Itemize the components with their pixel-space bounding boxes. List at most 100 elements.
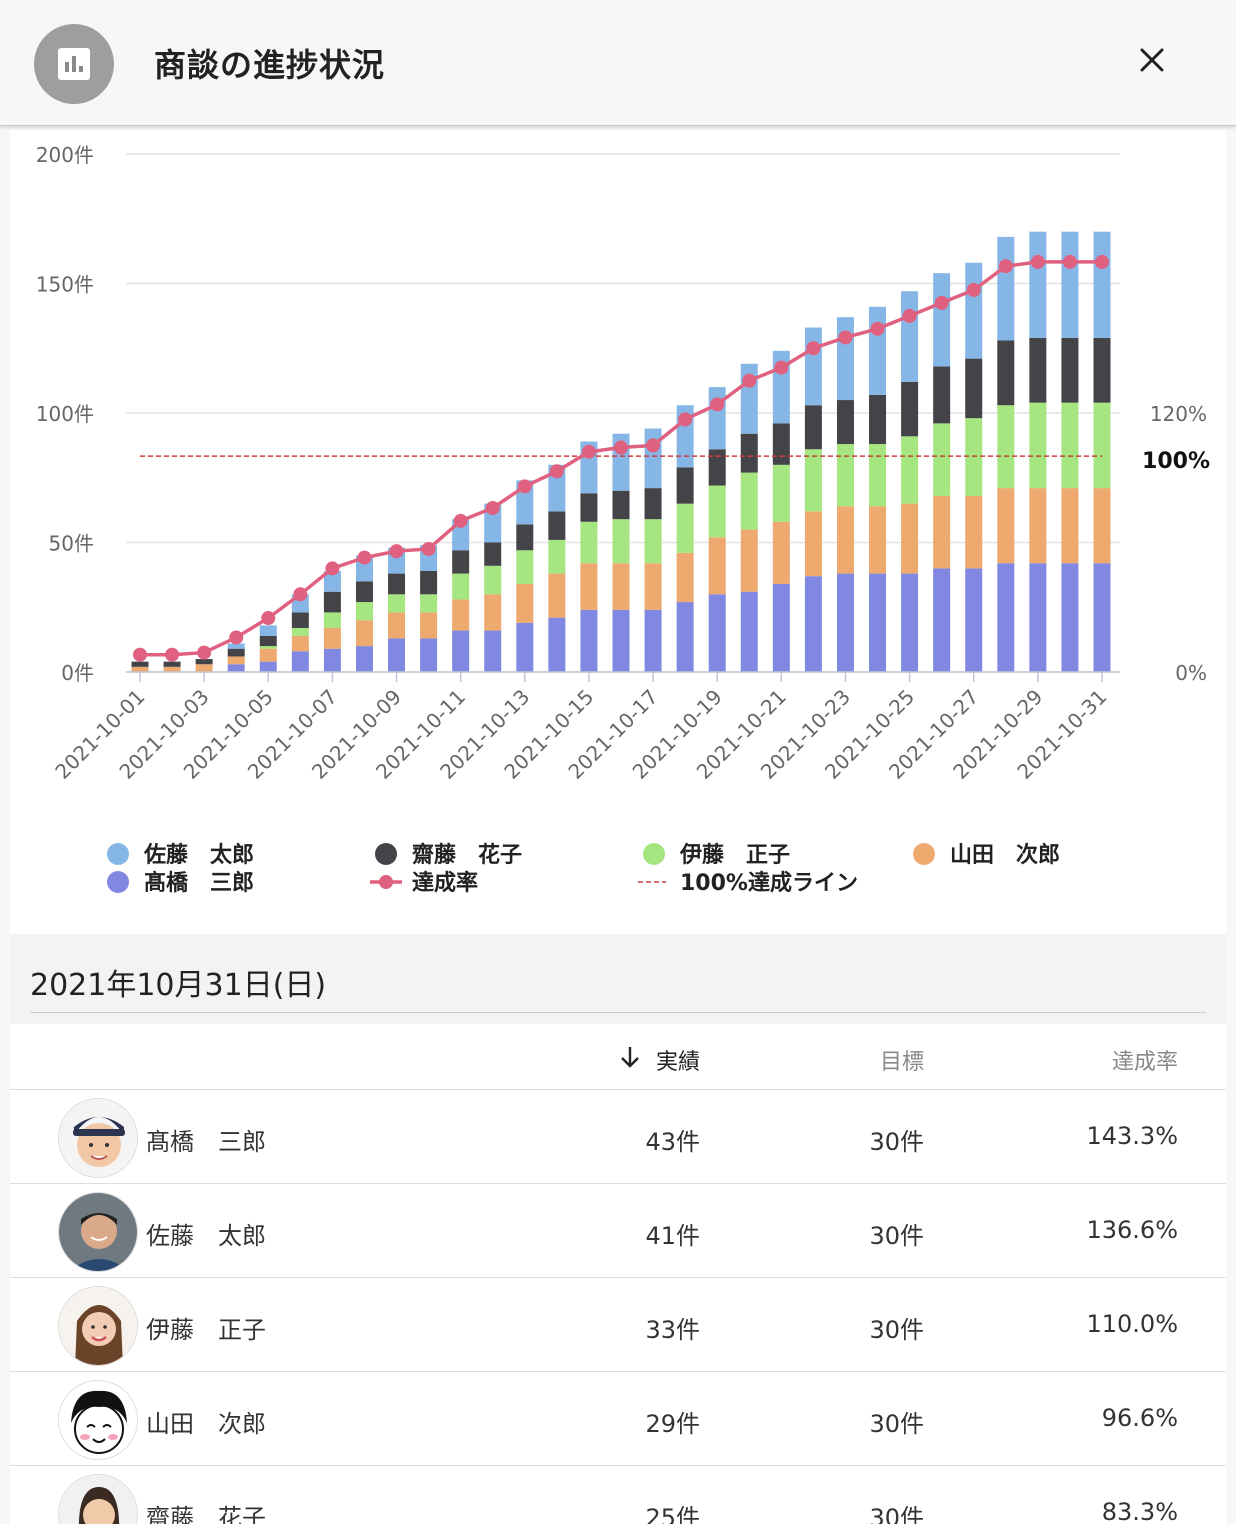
column-target[interactable]: 目標 — [879, 1050, 924, 1075]
bar-segment — [933, 273, 951, 367]
bar-segment — [804, 449, 822, 512]
bar-segment — [740, 472, 758, 530]
bar-segment — [997, 236, 1015, 341]
rate-point — [165, 647, 180, 662]
bar-segment — [740, 591, 758, 672]
y2-tick-label: 0% — [1175, 661, 1207, 685]
column-actual[interactable]: 実績 — [655, 1050, 700, 1075]
bar-segment — [804, 327, 822, 406]
bar-segment — [291, 651, 309, 672]
bar-segment — [1093, 337, 1111, 403]
bar-segment — [516, 622, 534, 672]
bar-segment — [420, 570, 438, 595]
table-row[interactable]: 佐藤 太郎 41件 30件 136.6% — [10, 1184, 1226, 1278]
bar-segment — [580, 563, 598, 610]
rate-point — [934, 295, 949, 310]
bar-segment — [323, 627, 341, 649]
avatar — [58, 1380, 138, 1460]
rate-point — [293, 587, 308, 602]
bar-segment — [195, 659, 213, 665]
bar-segment — [612, 563, 630, 610]
bar-segment — [484, 594, 502, 631]
row-target: 30件 — [869, 1316, 924, 1344]
summary-table: 実績 目標 達成率 髙橋 三郎 43件 30件 143.3% 佐藤 太郎 41件… — [10, 1024, 1226, 1524]
bar-segment — [997, 340, 1015, 406]
bar-segment — [708, 537, 726, 595]
table-row[interactable]: 山田 次郎 29件 30件 96.6% — [10, 1372, 1226, 1466]
bar-segment — [740, 433, 758, 473]
rate-point — [357, 550, 372, 565]
bar-segment — [1061, 402, 1079, 489]
bar-segment — [291, 635, 309, 652]
bar-segment — [548, 573, 566, 618]
bar-segment — [452, 550, 470, 574]
avatar — [58, 1474, 138, 1524]
bar-segment — [965, 358, 983, 419]
bar-segment — [1061, 563, 1079, 672]
rate-point — [389, 544, 404, 559]
summary-date: 2021年10月31日(日) — [30, 968, 327, 1003]
bar-segment — [259, 625, 277, 636]
avatar — [58, 1098, 138, 1178]
rate-point — [838, 330, 853, 345]
bar-segment — [1093, 563, 1111, 672]
y-tick-label: 100件 — [36, 402, 94, 426]
bar-segment — [227, 648, 245, 657]
rate-point — [549, 464, 564, 479]
bar-segment — [740, 529, 758, 592]
bar-segment — [901, 381, 919, 437]
bar-segment — [644, 428, 662, 489]
legend-label: 伊藤 正子 — [679, 842, 790, 868]
bar-segment — [644, 563, 662, 610]
row-name: 齋藤 花子 — [146, 1504, 266, 1524]
bar-segment — [901, 436, 919, 504]
bar-segment — [772, 464, 790, 522]
bar-segment — [1029, 337, 1047, 403]
bar-segment — [420, 594, 438, 613]
page-title: 商談の進捗状況 — [154, 46, 386, 84]
bar-segment — [708, 485, 726, 538]
reference-line-label: 100% — [1142, 449, 1210, 474]
table-row[interactable]: 伊藤 正子 33件 30件 110.0% — [10, 1278, 1226, 1372]
bar-segment — [1061, 488, 1079, 564]
bar-segment — [484, 542, 502, 566]
bar-segment — [163, 661, 181, 667]
table-row[interactable]: 齋藤 花子 25件 30件 83.3% — [10, 1466, 1226, 1524]
bar-segment — [1029, 231, 1047, 338]
table-row[interactable]: 髙橋 三郎 43件 30件 143.3% — [10, 1090, 1226, 1184]
close-icon[interactable] — [1132, 40, 1172, 80]
bar-segment — [836, 573, 854, 672]
bar-segment — [997, 563, 1015, 672]
bar-segment — [227, 664, 245, 672]
bar-segment — [965, 495, 983, 569]
legend-label: 達成率 — [412, 870, 478, 896]
bar-segment — [580, 609, 598, 672]
bar-segment — [291, 612, 309, 628]
bar-segment — [227, 643, 245, 649]
bar-segment — [452, 573, 470, 600]
bar-segment — [804, 405, 822, 450]
bar-segment — [548, 511, 566, 540]
y-tick-label: 200件 — [36, 143, 94, 167]
bar-segment — [1093, 402, 1111, 489]
column-rate[interactable]: 達成率 — [1111, 1050, 1178, 1075]
bar-segment — [131, 661, 149, 667]
bar-segment — [869, 306, 887, 395]
sort-down-arrow-icon[interactable] — [618, 1044, 642, 1070]
row-target: 30件 — [869, 1128, 924, 1156]
bar-segment — [259, 661, 277, 672]
bar-segment — [772, 583, 790, 672]
bar-segment — [676, 552, 694, 603]
bar-segment — [869, 573, 887, 672]
bar-segment — [195, 664, 213, 672]
bar-segment — [388, 573, 406, 595]
progress-chart: 0件50件100件150件200件0%120%2021-10-012021-10… — [36, 143, 1210, 896]
header: 商談の進捗状況 — [0, 0, 1236, 126]
bar-segment — [1029, 402, 1047, 489]
rate-point — [998, 259, 1013, 274]
bar-segment — [484, 565, 502, 595]
legend-marker — [913, 843, 935, 865]
bar-segment — [163, 666, 181, 672]
rate-point — [517, 479, 532, 494]
row-name: 佐藤 太郎 — [146, 1222, 266, 1250]
